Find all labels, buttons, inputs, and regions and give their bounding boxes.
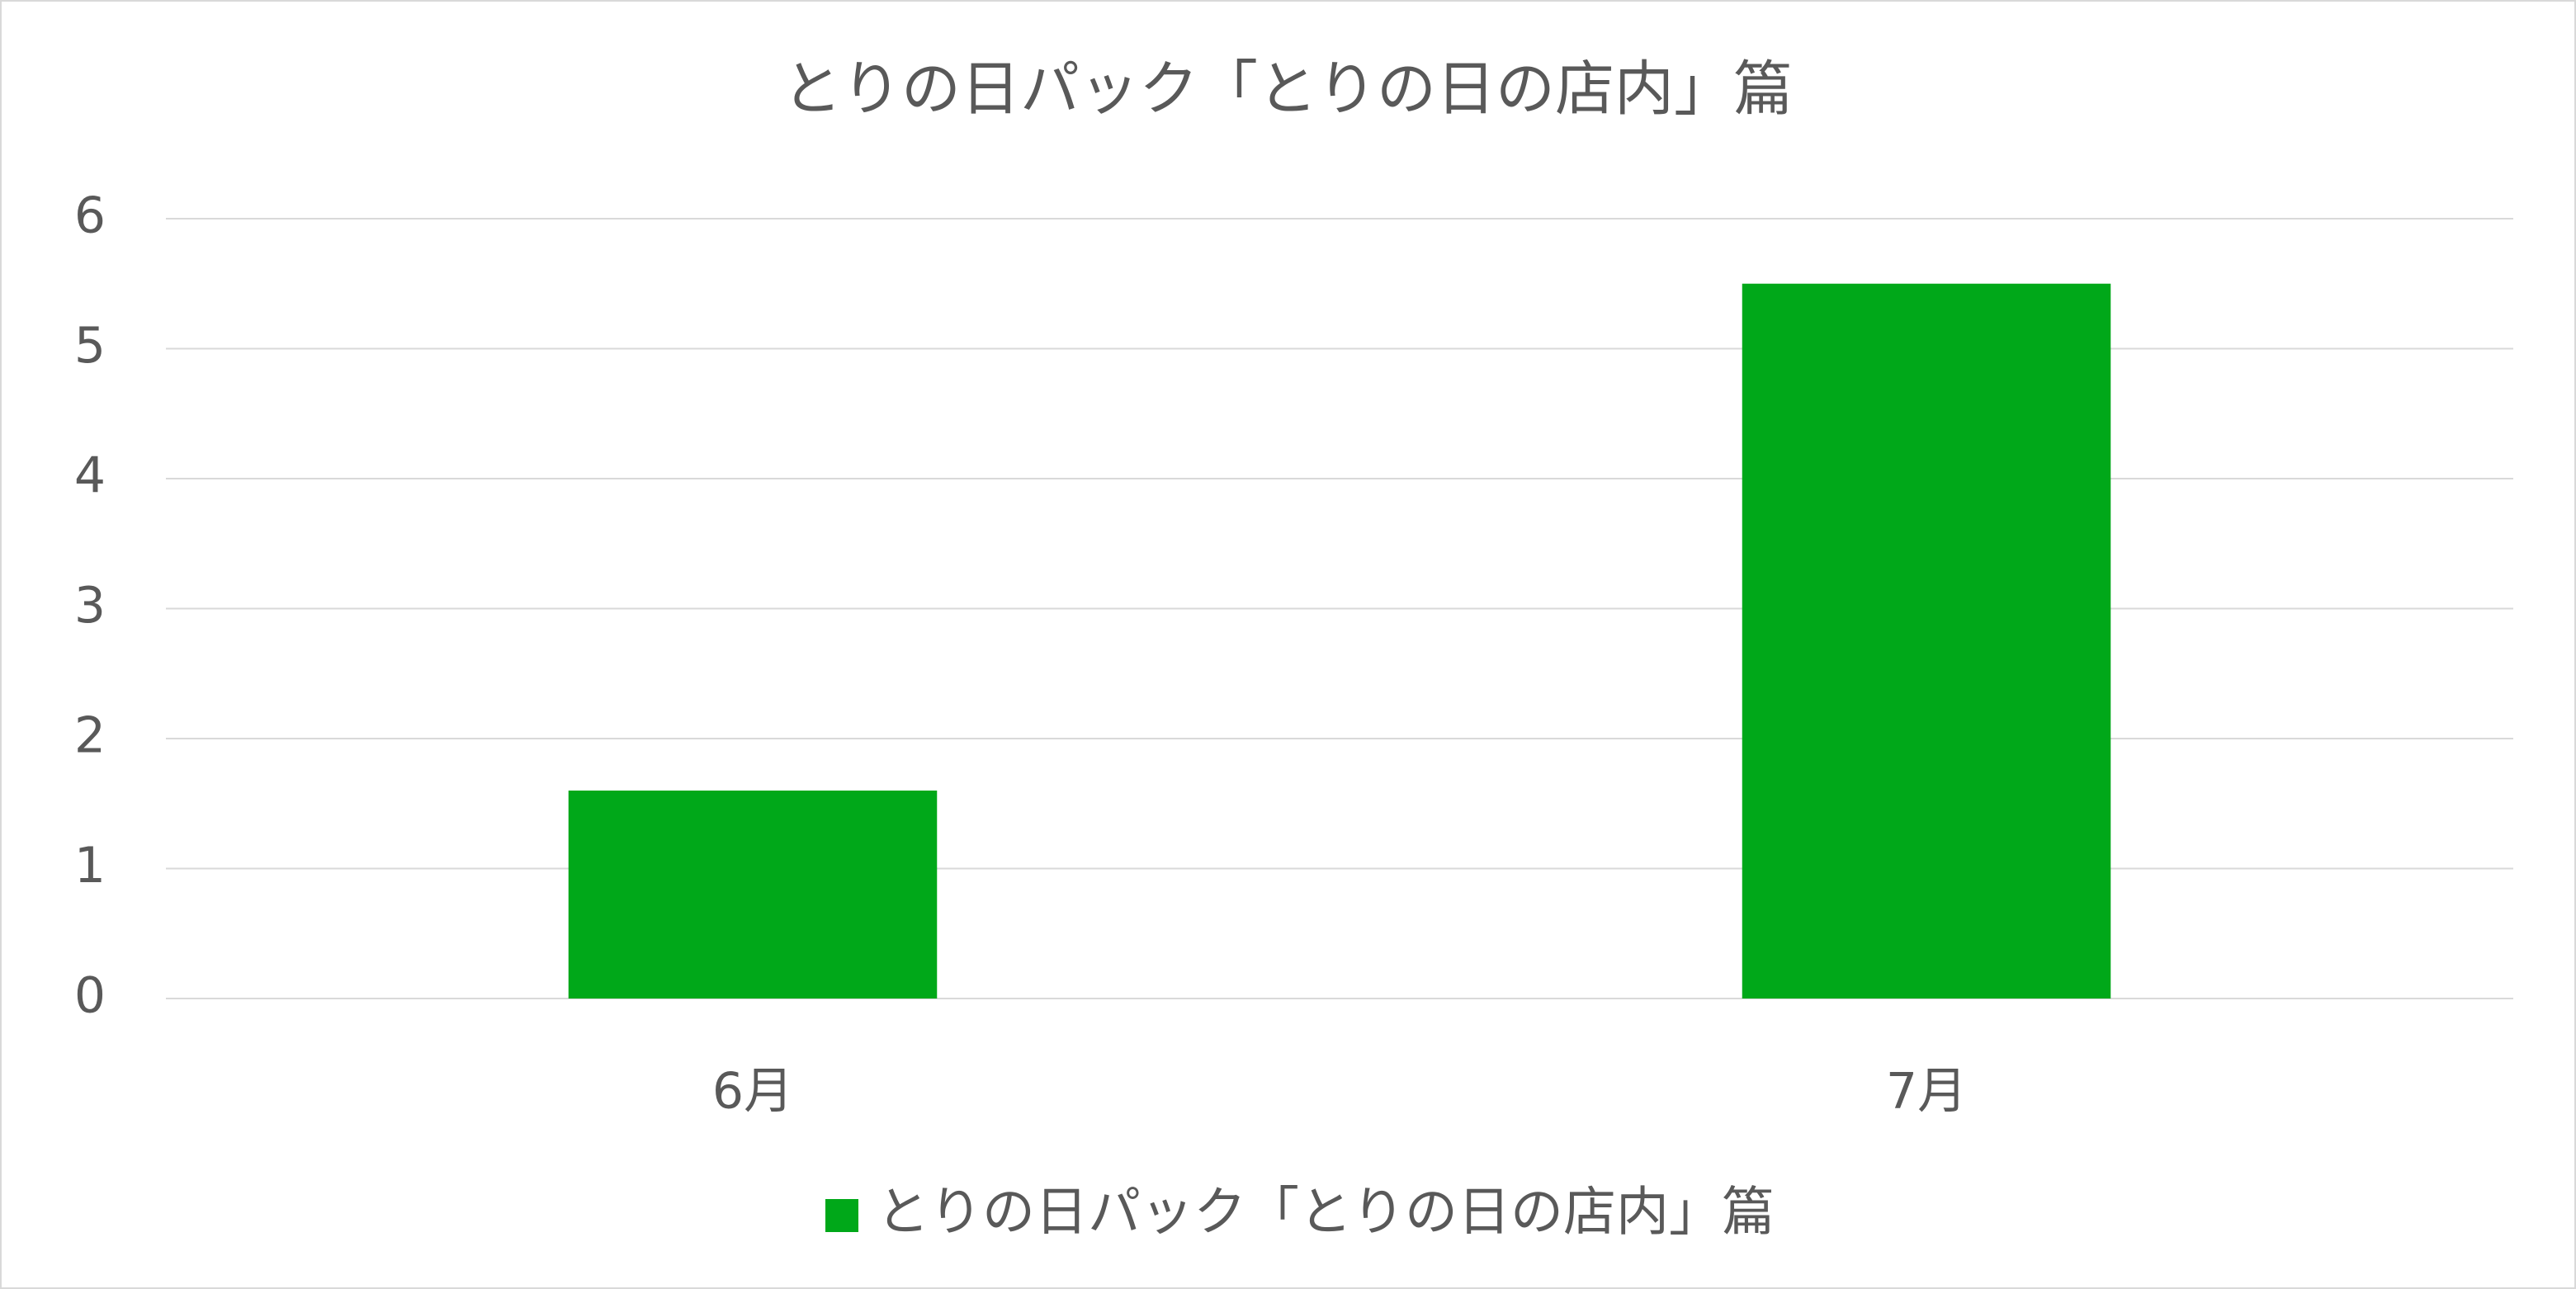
y-tick-label: 0 (74, 967, 106, 1025)
chart-title: とりの日パック「とりの日の店内」篇 (782, 54, 1793, 124)
y-tick-label: 4 (74, 447, 106, 505)
y-tick-label: 6 (74, 187, 106, 245)
x-tick-label: 6月 (712, 1063, 793, 1121)
legend-label: とりの日パック「とりの日の店内」篇 (877, 1183, 1775, 1244)
y-tick-label: 5 (74, 317, 106, 375)
x-tick-label: 7月 (1886, 1063, 1967, 1121)
y-tick-label: 1 (74, 837, 106, 895)
legend-swatch (825, 1199, 858, 1232)
bar (568, 791, 938, 999)
y-tick-label: 3 (74, 577, 106, 635)
bar (1742, 283, 2111, 999)
y-tick-label: 2 (74, 707, 106, 765)
